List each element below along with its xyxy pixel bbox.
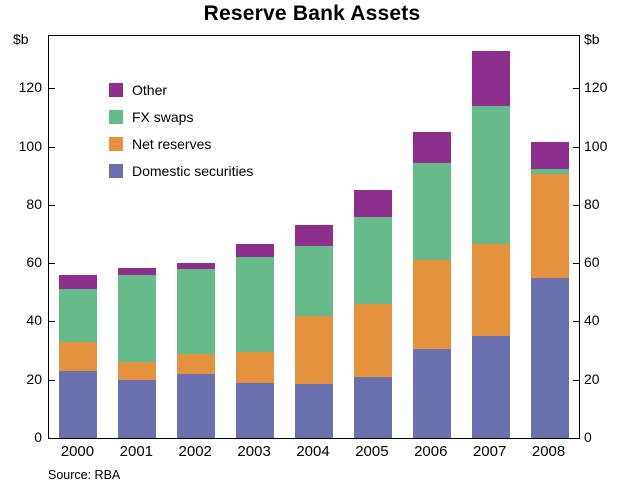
legend-item-fx-swaps: FX swaps bbox=[109, 103, 253, 130]
bar-segment-fx-swaps bbox=[177, 269, 216, 354]
y-axis-tick-mark bbox=[573, 379, 579, 381]
legend-item-domestic-securities: Domestic securities bbox=[109, 157, 253, 184]
bar-segment-other bbox=[118, 267, 157, 275]
y-axis-tick-label: 60 bbox=[26, 254, 42, 271]
y-axis-tick-label: 0 bbox=[584, 429, 592, 445]
bar-2005 bbox=[353, 36, 392, 438]
legend-label: Other bbox=[132, 81, 168, 98]
y-axis-tick-mark bbox=[49, 146, 55, 148]
y-axis-tick-label: 20 bbox=[26, 370, 42, 387]
y-axis-unit-right: $b bbox=[584, 31, 600, 47]
legend-swatch-icon bbox=[109, 163, 123, 178]
x-axis-label: 2002 bbox=[178, 443, 212, 460]
bar-segment-fx-swaps bbox=[530, 168, 569, 175]
bar-segment-other bbox=[412, 132, 451, 163]
bar-segment-domestic-securities bbox=[118, 379, 157, 438]
bar-segment-net-reserves bbox=[177, 353, 216, 374]
bar-2008 bbox=[530, 36, 569, 438]
y-axis-tick-label: 40 bbox=[26, 312, 42, 329]
bar-segment-fx-swaps bbox=[353, 216, 392, 304]
legend-item-other: Other bbox=[109, 76, 253, 103]
x-axis-label: 2006 bbox=[414, 443, 448, 460]
bar-segment-net-reserves bbox=[353, 304, 392, 377]
x-axis-label: 2001 bbox=[119, 443, 154, 460]
x-axis-label: 2008 bbox=[531, 443, 566, 460]
y-axis-tick-label: 120 bbox=[18, 79, 42, 96]
y-axis-tick-mark bbox=[573, 204, 579, 206]
legend-label: FX swaps bbox=[132, 108, 194, 125]
bar-segment-net-reserves bbox=[236, 352, 275, 383]
legend-swatch-icon bbox=[109, 136, 123, 151]
bar-segment-domestic-securities bbox=[530, 277, 569, 438]
bar-segment-domestic-securities bbox=[412, 349, 451, 438]
y-axis-tick-label: 100 bbox=[18, 137, 42, 154]
bar-segment-domestic-securities bbox=[177, 373, 216, 438]
y-axis-tick-label: 20 bbox=[584, 370, 600, 387]
bar-segment-fx-swaps bbox=[295, 245, 333, 316]
bar-segment-fx-swaps bbox=[59, 289, 98, 342]
y-axis-tick-label: 40 bbox=[584, 312, 600, 329]
x-axis-label: 2007 bbox=[472, 443, 507, 460]
legend-swatch-icon bbox=[109, 109, 123, 124]
y-axis-tick-mark bbox=[49, 263, 55, 265]
bar-segment-net-reserves bbox=[471, 244, 510, 337]
bar-segment-fx-swaps bbox=[118, 274, 157, 363]
bar-segment-other bbox=[177, 263, 216, 270]
bar-segment-fx-swaps bbox=[412, 162, 451, 261]
bar-segment-net-reserves bbox=[59, 341, 98, 371]
legend-swatch-icon bbox=[109, 82, 123, 97]
bar-segment-net-reserves bbox=[295, 315, 333, 385]
bar-segment-domestic-securities bbox=[295, 384, 333, 438]
legend-label: Domestic securities bbox=[132, 162, 254, 179]
y-axis-tick-mark bbox=[573, 88, 579, 90]
x-axis-label: 2003 bbox=[237, 443, 271, 460]
y-axis-tick-label: 100 bbox=[584, 137, 608, 154]
y-axis-tick-label: 80 bbox=[26, 195, 42, 212]
bar-segment-other bbox=[353, 190, 392, 217]
y-axis-tick-label: 60 bbox=[584, 254, 600, 271]
bar-2000 bbox=[59, 36, 98, 438]
y-axis-tick-label: 80 bbox=[584, 195, 600, 212]
x-axis-label: 2005 bbox=[355, 443, 389, 460]
source-note: Source: RBA bbox=[48, 468, 121, 482]
bar-segment-other bbox=[295, 225, 333, 246]
bar-2007 bbox=[471, 36, 510, 438]
y-axis-tick-label: 120 bbox=[584, 79, 608, 96]
bar-2003 bbox=[236, 36, 275, 438]
y-axis-tick-mark bbox=[49, 321, 55, 323]
y-axis-tick-mark bbox=[49, 204, 55, 206]
bar-segment-other bbox=[59, 274, 98, 290]
y-axis-tick-mark bbox=[49, 379, 55, 381]
bar-2001 bbox=[118, 36, 157, 438]
chart-legend: Other FX swaps Net reserves Domestic securi… bbox=[109, 76, 253, 184]
bar-segment-other bbox=[471, 50, 510, 106]
bar-segment-other bbox=[530, 142, 569, 169]
bar-2004 bbox=[295, 36, 333, 438]
y-axis-tick-label: 0 bbox=[34, 429, 42, 445]
bar-segment-net-reserves bbox=[118, 362, 157, 380]
x-axis-label: 2000 bbox=[60, 443, 95, 460]
bar-2006 bbox=[412, 36, 451, 438]
bar-segment-net-reserves bbox=[530, 174, 569, 278]
bar-2002 bbox=[177, 36, 216, 438]
y-axis-tick-mark bbox=[573, 263, 579, 265]
bar-segment-fx-swaps bbox=[471, 105, 510, 245]
y-axis-unit-left: $b bbox=[13, 31, 29, 47]
x-axis-label: 2004 bbox=[296, 443, 330, 460]
bar-segment-other bbox=[236, 244, 275, 258]
legend-item-net-reserves: Net reserves bbox=[109, 130, 253, 157]
y-axis-tick-mark bbox=[573, 146, 579, 148]
bar-segment-fx-swaps bbox=[236, 257, 275, 353]
y-axis-tick-mark bbox=[49, 88, 55, 90]
y-axis-tick-mark bbox=[573, 321, 579, 323]
legend-label: Net reserves bbox=[132, 135, 212, 152]
chart-title: Reserve Bank Assets bbox=[203, 2, 421, 25]
bar-segment-domestic-securities bbox=[236, 382, 275, 438]
bar-segment-domestic-securities bbox=[353, 376, 392, 438]
bar-segment-domestic-securities bbox=[59, 371, 98, 438]
bar-segment-net-reserves bbox=[412, 260, 451, 350]
bar-segment-domestic-securities bbox=[471, 336, 510, 438]
plot-area: Other FX swaps Net reserves Domestic securi… bbox=[48, 35, 580, 439]
